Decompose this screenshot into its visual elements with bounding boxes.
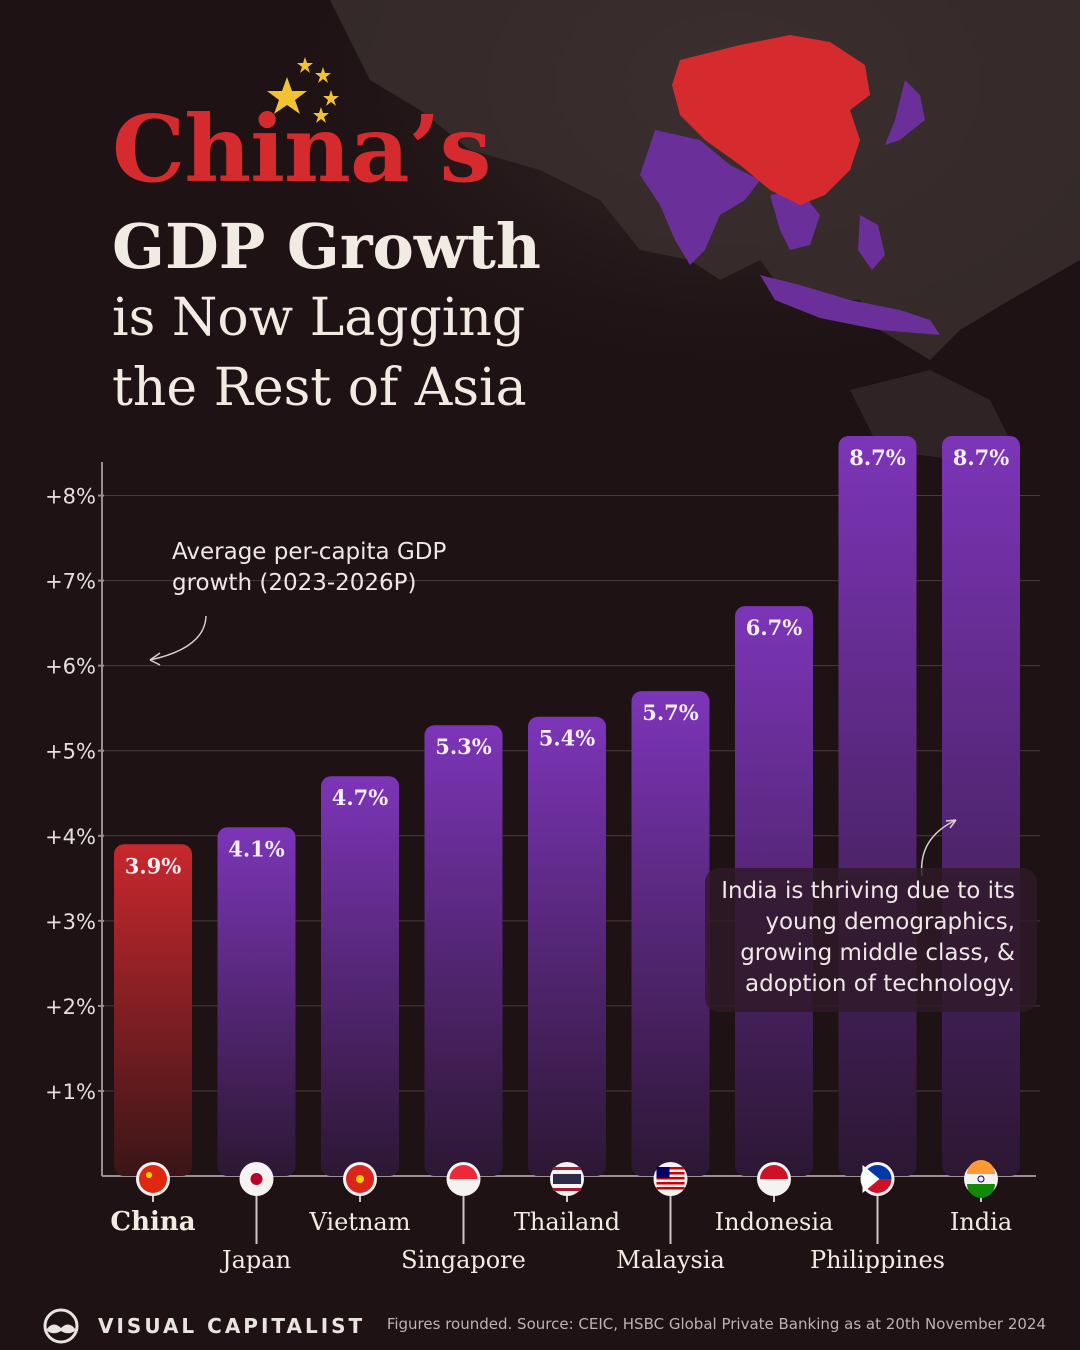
- title-line-1: China’s: [112, 95, 491, 203]
- malaysia-flag-stripe: [656, 1182, 685, 1185]
- china-flag-fill: [139, 1165, 167, 1193]
- category-label: Malaysia: [616, 1246, 725, 1274]
- y-tick-label: +2%: [45, 995, 96, 1019]
- value-label: 8.7%: [849, 445, 906, 470]
- india-flag-chakra: [977, 1175, 985, 1183]
- value-label: 5.4%: [539, 726, 596, 751]
- bar-china: [114, 844, 192, 1176]
- category-label: Singapore: [401, 1246, 526, 1274]
- malaysia-flag-canton: [656, 1167, 670, 1178]
- value-label: 5.7%: [642, 700, 699, 725]
- india-note: India is thriving due to its young demog…: [705, 868, 1037, 1012]
- y-tick-label: +8%: [45, 485, 96, 509]
- value-label: 4.1%: [228, 836, 285, 861]
- philippines-flag-triangle: [862, 1165, 880, 1193]
- y-tick-label: +1%: [45, 1080, 96, 1104]
- thailand-flag-blue: [553, 1174, 581, 1184]
- category-label: Indonesia: [715, 1208, 834, 1236]
- category-label: India: [950, 1208, 1012, 1236]
- value-label: 8.7%: [953, 445, 1010, 470]
- bar-india: [942, 436, 1020, 1176]
- mustache-logo-icon: [43, 1308, 79, 1344]
- malaysia-flag-stripe: [656, 1172, 685, 1175]
- category-label: Philippines: [810, 1246, 945, 1274]
- malaysia-flag-stripe: [656, 1187, 685, 1190]
- malaysia-flag-stripe: [656, 1177, 685, 1180]
- title-line-2: GDP Growth: [112, 210, 541, 283]
- series-note-arrowhead: [149, 652, 161, 666]
- source-note: Figures rounded. Source: CEIC, HSBC Glob…: [386, 1315, 1046, 1333]
- philippines-map-shape: [858, 215, 885, 270]
- malaysia-flag-stripe: [656, 1167, 685, 1170]
- category-label: China: [110, 1207, 195, 1237]
- bar-philippines: [838, 436, 917, 1176]
- india-flag-saffron: [967, 1160, 995, 1174]
- thailand-flag-red: [553, 1167, 581, 1170]
- y-tick-label: +3%: [45, 910, 96, 934]
- japan-flag-sun: [250, 1173, 263, 1185]
- india-map-shape: [640, 130, 760, 265]
- value-label: 6.7%: [746, 615, 803, 640]
- y-tick-label: +5%: [45, 740, 96, 764]
- y-tick-label: +6%: [45, 655, 96, 679]
- value-label: 5.3%: [435, 734, 492, 759]
- bar-japan: [217, 827, 296, 1176]
- china-flag-star: [146, 1172, 152, 1178]
- title-line-4: the Rest of Asia: [112, 358, 527, 418]
- indonesia-flag-red: [760, 1165, 788, 1179]
- y-tick-label: +4%: [45, 825, 96, 849]
- title-line-3: is Now Lagging: [112, 288, 526, 348]
- india-flag-green: [967, 1184, 995, 1198]
- japan-map-shape: [885, 80, 925, 145]
- category-label: Thailand: [514, 1208, 620, 1236]
- brand-name: VISUAL CAPITALIST: [98, 1314, 366, 1338]
- bar-vietnam: [321, 776, 399, 1176]
- china-map-shape: [672, 35, 870, 205]
- value-label: 3.9%: [125, 853, 182, 878]
- y-tick-label: +7%: [45, 570, 96, 594]
- bar-malaysia: [631, 691, 710, 1176]
- value-label: 4.7%: [332, 785, 389, 810]
- china-stars-icon: [267, 57, 339, 123]
- bar-thailand: [528, 716, 606, 1176]
- category-label: Japan: [219, 1246, 291, 1274]
- southeast-asia-map-shape: [770, 190, 820, 250]
- bar-singapore: [424, 725, 503, 1176]
- series-note: Average per-capita GDP growth (2023-2026…: [172, 539, 447, 596]
- india-note-arrowhead: [945, 819, 957, 829]
- malaysia-indonesia-map-shape: [760, 275, 940, 335]
- singapore-flag-red: [449, 1165, 478, 1179]
- series-note-arrow: [149, 615, 207, 661]
- vietnam-flag-star: [356, 1175, 364, 1183]
- category-label: Vietnam: [309, 1208, 411, 1236]
- visual-capitalist-logo[interactable]: VISUAL CAPITALIST: [36, 1308, 365, 1344]
- thailand-flag-red: [553, 1188, 581, 1191]
